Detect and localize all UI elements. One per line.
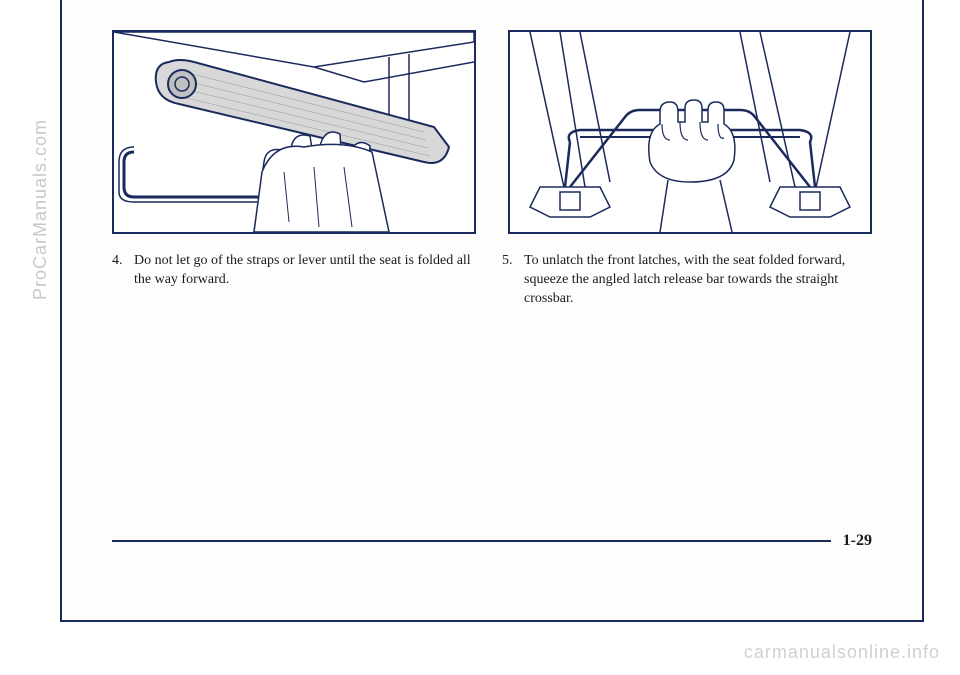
figure-left [112, 30, 476, 234]
step-number: 4. [112, 252, 134, 309]
page-number: 1-29 [831, 532, 872, 550]
page-footer: 1-29 [112, 532, 872, 550]
step-text: To unlatch the front latches, with the s… [524, 252, 862, 309]
content-area: 4. Do not let go of the straps or lever … [62, 0, 922, 339]
manual-page: 4. Do not let go of the straps or lever … [60, 0, 924, 622]
instruction-row: 4. Do not let go of the straps or lever … [112, 252, 872, 309]
step-number: 5. [502, 252, 524, 309]
footer-divider [112, 540, 831, 543]
seat-lever-illustration [114, 32, 474, 232]
figure-right [508, 30, 872, 234]
watermark-bottom: carmanualsonline.info [744, 642, 940, 663]
instruction-step: 5. To unlatch the front latches, with th… [502, 252, 862, 309]
watermark-side: ProCarManuals.com [30, 119, 51, 300]
figure-row [112, 30, 872, 234]
latch-bar-illustration [510, 32, 870, 232]
instruction-step: 4. Do not let go of the straps or lever … [112, 252, 472, 309]
step-text: Do not let go of the straps or lever unt… [134, 252, 472, 309]
